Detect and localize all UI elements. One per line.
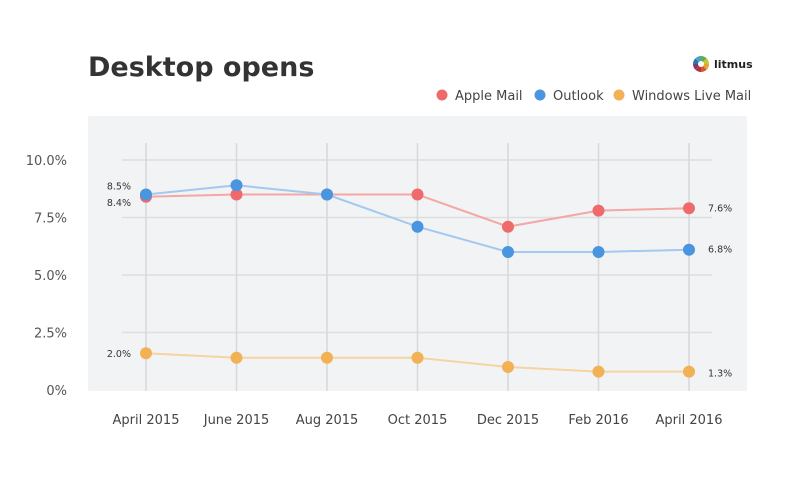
y-axis: 10.0% 7.5% 5.0% 2.5% 0% [26,154,67,399]
y-tick-label: 5.0% [34,269,67,284]
end-value-label: 1.3% [708,369,732,380]
data-point [592,365,605,378]
data-point [230,188,243,201]
data-point [411,188,424,201]
legend-swatch [534,89,546,101]
x-tick-label: Dec 2015 [477,413,539,428]
start-value-label: 2.0% [107,349,131,360]
data-point [140,188,152,201]
litmus-logo: litmus [693,56,753,73]
legend-label: Outlook [553,89,604,104]
legend-item: Windows Live Mail [613,89,751,104]
legend-item: Outlook [534,89,604,104]
data-point [683,202,695,215]
legend-label: Windows Live Mail [632,89,751,104]
y-tick-label: 7.5% [34,212,67,227]
data-point [683,365,695,378]
data-point [502,246,514,258]
end-value-label: 6.8% [708,245,732,256]
x-tick-label: June 2015 [203,413,270,428]
legend-item: Apple Mail [436,89,523,104]
legend-label: Apple Mail [455,89,523,104]
data-point [230,179,243,192]
legend-swatch [436,89,448,101]
data-point [230,351,243,364]
end-value-label: 7.6% [708,203,732,214]
y-tick-label: 0% [46,384,67,399]
data-point [502,220,514,233]
legend-swatch [613,89,625,101]
x-tick-label: April 2015 [113,413,180,428]
data-point [592,204,605,217]
data-point [321,188,333,201]
chart-title: Desktop opens [88,52,314,83]
y-tick-label: 2.5% [34,327,67,342]
data-point [321,351,333,364]
data-point [683,243,695,256]
data-point [411,220,424,233]
series-outlook [140,179,695,258]
legend: Apple Mail Outlook Windows Live Mail [436,89,751,104]
data-point [140,347,152,360]
start-value-label: 8.4% [107,198,131,209]
data-point [411,351,424,364]
series-windows-live-mail [140,347,695,378]
x-tick-label: Feb 2016 [568,413,628,428]
start-value-label: 8.5% [107,182,131,193]
series-group: 8.4% 7.6% 8.5% 6.8% 2.0% 1.3% [107,179,732,380]
x-axis: April 2015 June 2015 Aug 2015 Oct 2015 Dec 2… [113,413,723,428]
x-tick-label: April 2016 [656,413,723,428]
logo-center [698,61,704,67]
y-tick-label: 10.0% [26,154,67,169]
x-tick-label: Aug 2015 [296,413,359,428]
x-tick-label: Oct 2015 [388,413,448,428]
litmus-logo-text: litmus [714,58,753,71]
data-point [502,361,514,373]
data-point [592,246,605,258]
litmus-logo-icon [693,56,709,73]
